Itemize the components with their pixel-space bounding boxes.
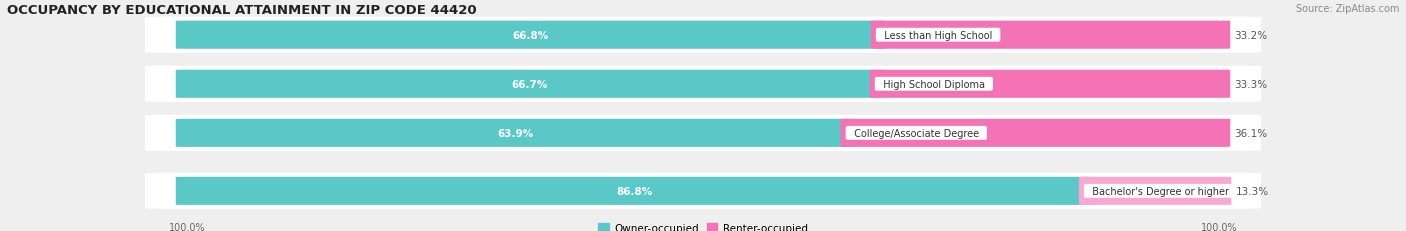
Text: 36.1%: 36.1% [1234, 128, 1268, 138]
Text: High School Diploma: High School Diploma [877, 79, 991, 89]
Text: 66.8%: 66.8% [512, 30, 548, 40]
FancyBboxPatch shape [145, 67, 1261, 102]
Text: 63.9%: 63.9% [498, 128, 533, 138]
FancyBboxPatch shape [145, 115, 1261, 151]
Text: OCCUPANCY BY EDUCATIONAL ATTAINMENT IN ZIP CODE 44420: OCCUPANCY BY EDUCATIONAL ATTAINMENT IN Z… [7, 3, 477, 16]
Text: 100.0%: 100.0% [1201, 222, 1237, 231]
FancyBboxPatch shape [176, 21, 884, 49]
Text: Less than High School: Less than High School [877, 30, 998, 40]
Text: 13.3%: 13.3% [1236, 186, 1268, 196]
Text: 100.0%: 100.0% [169, 222, 205, 231]
Text: 33.2%: 33.2% [1234, 30, 1268, 40]
Legend: Owner-occupied, Renter-occupied: Owner-occupied, Renter-occupied [595, 219, 811, 231]
FancyBboxPatch shape [145, 18, 1261, 54]
FancyBboxPatch shape [176, 119, 855, 147]
FancyBboxPatch shape [176, 70, 884, 98]
FancyBboxPatch shape [1078, 177, 1232, 205]
Text: 33.3%: 33.3% [1234, 79, 1268, 89]
Text: 66.7%: 66.7% [512, 79, 548, 89]
FancyBboxPatch shape [870, 21, 1230, 49]
FancyBboxPatch shape [145, 173, 1261, 209]
FancyBboxPatch shape [841, 119, 1230, 147]
FancyBboxPatch shape [176, 177, 1092, 205]
Text: 86.8%: 86.8% [616, 186, 652, 196]
Text: Source: ZipAtlas.com: Source: ZipAtlas.com [1295, 3, 1399, 13]
FancyBboxPatch shape [870, 70, 1230, 98]
Text: Bachelor's Degree or higher: Bachelor's Degree or higher [1085, 186, 1234, 196]
Text: College/Associate Degree: College/Associate Degree [848, 128, 986, 138]
